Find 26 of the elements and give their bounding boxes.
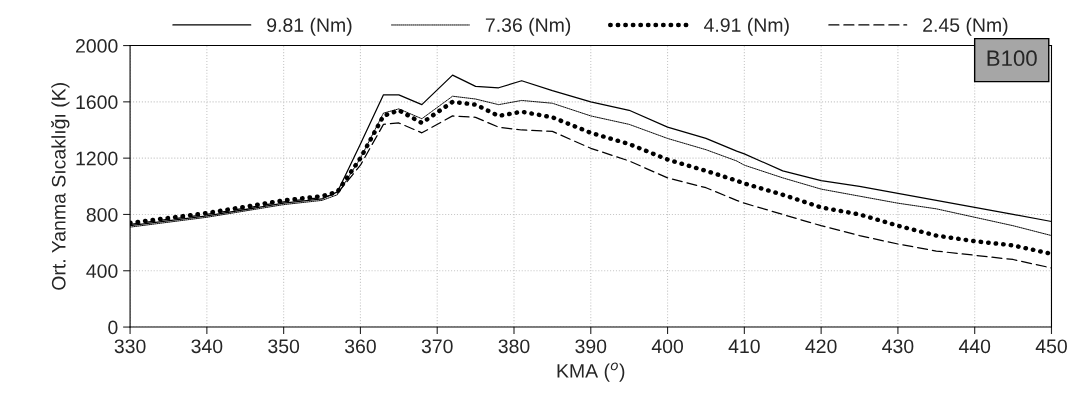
x-tick-label: 340 bbox=[191, 339, 223, 354]
y-tick-label: 1600 bbox=[76, 95, 118, 110]
y-tick-label: 2000 bbox=[76, 39, 118, 53]
y-tick-label: 0 bbox=[108, 320, 118, 335]
legend-label: 9.81 (Nm) bbox=[267, 17, 352, 36]
x-tick-label: 360 bbox=[344, 339, 376, 354]
x-tick-label: 410 bbox=[728, 339, 760, 354]
x-tick-label: 390 bbox=[575, 339, 607, 354]
x-tick-label: 350 bbox=[268, 339, 300, 354]
x-tick-label: 380 bbox=[498, 339, 530, 354]
x-tick-label: 400 bbox=[651, 339, 684, 354]
x-axis-title: KMA ($^{o}$) bbox=[557, 362, 625, 382]
x-tick-label: 370 bbox=[421, 339, 453, 354]
annotation: B100 bbox=[987, 50, 1037, 67]
legend-label: 7.36 (Nm) bbox=[485, 17, 571, 36]
legend-label: 4.91 (Nm) bbox=[704, 17, 789, 36]
y-tick-label: 800 bbox=[86, 207, 118, 222]
y-tick-label: 400 bbox=[86, 264, 118, 278]
x-tick-label: 440 bbox=[958, 339, 991, 354]
x-tick-label: 330 bbox=[114, 339, 146, 354]
y-axis-title: Ort. Yanma Sıcaklığı (K) bbox=[51, 83, 70, 290]
legend-label: 2.45 (Nm) bbox=[923, 17, 1008, 36]
x-tick-label: 450 bbox=[1035, 339, 1067, 354]
y-tick-label: 1200 bbox=[76, 151, 118, 166]
x-tick-label: 420 bbox=[805, 339, 837, 354]
x-tick-label: 430 bbox=[882, 339, 914, 354]
